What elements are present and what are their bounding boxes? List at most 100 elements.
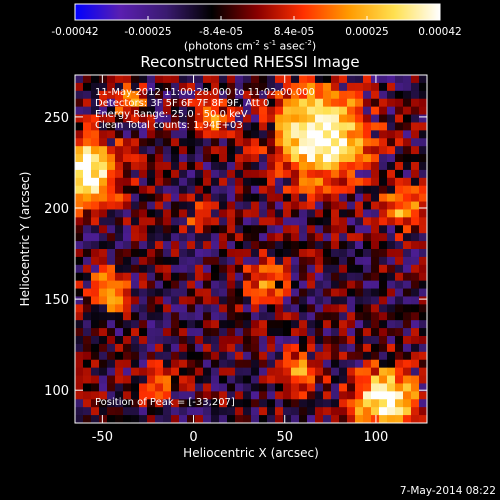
heatmap-cell — [363, 217, 372, 226]
heatmap-cell — [91, 296, 100, 305]
heatmap-cell — [251, 383, 260, 392]
heatmap-cell — [115, 241, 124, 250]
heatmap-cell — [379, 90, 388, 100]
heatmap-cell — [387, 391, 396, 400]
heatmap-cell — [251, 146, 260, 155]
heatmap-cell — [379, 138, 388, 147]
heatmap-cell — [371, 391, 380, 400]
heatmap-cell — [139, 343, 148, 353]
heatmap-cell — [115, 122, 124, 131]
heatmap-cell — [419, 249, 428, 258]
heatmap-cell — [291, 280, 300, 289]
heatmap-cell — [219, 138, 228, 147]
heatmap-cell — [267, 154, 276, 163]
heatmap-cell — [251, 304, 260, 313]
heatmap-cell — [331, 193, 340, 202]
heatmap-cell — [99, 241, 108, 250]
heatmap-cell — [355, 154, 364, 163]
heatmap-cell — [259, 154, 268, 163]
heatmap-cell — [395, 312, 404, 321]
heatmap-cell — [99, 193, 108, 202]
heatmap-cell — [147, 304, 156, 313]
heatmap-cell — [403, 359, 412, 369]
heatmap-cell — [211, 106, 220, 115]
heatmap-cell — [267, 177, 276, 187]
heatmap-cell — [395, 320, 404, 329]
heatmap-cell — [315, 193, 324, 202]
heatmap-cell — [403, 233, 412, 242]
heatmap-cell — [291, 201, 300, 210]
heatmap-cell — [131, 249, 140, 258]
heatmap-cell — [275, 185, 284, 195]
heatmap-cell — [243, 162, 252, 171]
heatmap-cell — [243, 272, 252, 282]
heatmap-cell — [339, 233, 348, 242]
heatmap-cell — [211, 367, 220, 376]
heatmap-cell — [115, 169, 124, 179]
heatmap-cell — [387, 114, 396, 123]
heatmap-cell — [259, 122, 268, 131]
heatmap-cell — [163, 312, 172, 321]
heatmap-cell — [155, 383, 164, 392]
heatmap-cell — [147, 75, 156, 84]
heatmap-cell — [411, 225, 420, 234]
heatmap-cell — [123, 264, 132, 274]
heatmap-cell — [219, 383, 228, 392]
heatmap-cell — [99, 264, 108, 274]
heatmap-cell — [403, 146, 412, 155]
heatmap-cell — [371, 359, 380, 369]
heatmap-cell — [347, 106, 356, 115]
heatmap-cell — [323, 162, 332, 171]
heatmap-cell — [299, 249, 308, 258]
heatmap-cell — [251, 375, 260, 384]
heatmap-cell — [371, 209, 380, 218]
heatmap-cell — [91, 146, 100, 155]
heatmap-cell — [91, 320, 100, 329]
heatmap-cell — [395, 209, 404, 218]
heatmap-cell — [283, 304, 292, 313]
heatmap-cell — [219, 90, 228, 100]
heatmap-cell — [387, 415, 396, 424]
heatmap-cell — [155, 98, 164, 108]
heatmap-cell — [371, 256, 380, 266]
heatmap-cell — [371, 75, 380, 84]
heatmap-cell — [315, 122, 324, 131]
heatmap-cell — [379, 399, 388, 408]
heatmap-cell — [131, 272, 140, 282]
heatmap-cell — [267, 264, 276, 274]
heatmap-cell — [163, 146, 172, 155]
heatmap-cell — [331, 241, 340, 250]
heatmap-cell — [323, 177, 332, 187]
heatmap-cell — [387, 185, 396, 195]
heatmap-cell — [291, 375, 300, 384]
heatmap-cell — [147, 399, 156, 408]
heatmap-cell — [99, 185, 108, 195]
heatmap-cell — [395, 367, 404, 376]
heatmap-cell — [91, 114, 100, 123]
heatmap-cell — [315, 225, 324, 234]
heatmap-cell — [155, 256, 164, 266]
heatmap-cell — [243, 98, 252, 108]
heatmap-cell — [243, 304, 252, 313]
heatmap-cell — [99, 114, 108, 123]
heatmap-cell — [403, 75, 412, 84]
heatmap-cell — [291, 154, 300, 163]
heatmap-cell — [219, 407, 228, 416]
heatmap-cell — [139, 359, 148, 369]
heatmap-cell — [211, 312, 220, 321]
heatmap-cell — [155, 288, 164, 297]
heatmap-cell — [195, 320, 204, 329]
heatmap-cell — [419, 138, 428, 147]
heatmap-cell — [123, 98, 132, 108]
heatmap-cell — [299, 320, 308, 329]
heatmap-cell — [243, 343, 252, 353]
heatmap-cell — [131, 122, 140, 131]
heatmap-cell — [315, 304, 324, 313]
heatmap-cell — [315, 288, 324, 297]
heatmap-cell — [387, 336, 396, 345]
heatmap-cell — [339, 225, 348, 234]
heatmap-cell — [91, 241, 100, 250]
heatmap-cell — [403, 304, 412, 313]
heatmap-cell — [355, 272, 364, 282]
heatmap-cell — [363, 106, 372, 115]
